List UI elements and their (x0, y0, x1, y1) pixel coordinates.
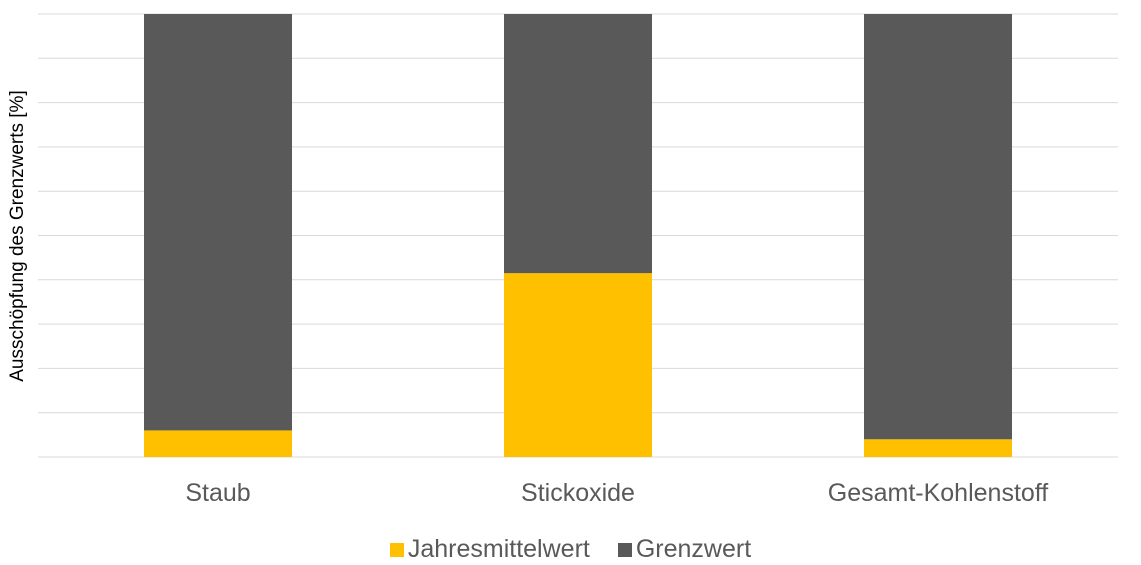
x-tick-labels: Staub Stickoxide Gesamt-Kohlenstoff (185, 479, 1048, 507)
bar-grenzwert-gesamt-kohlenstoff (864, 14, 1012, 440)
y-axis-label: Ausschöpfung des Grenzwerts [%] (7, 90, 28, 382)
x-tick-label: Stickoxide (521, 479, 635, 507)
bar-jahresmittelwert-stickoxide (504, 273, 652, 457)
legend-item-grenzwert: Grenzwert (617, 535, 752, 564)
legend-item-jahresmittelwert: Jahresmittelwert (389, 535, 590, 564)
legend: Jahresmittelwert Grenzwert (0, 535, 1141, 564)
legend-label-grenzwert: Grenzwert (635, 535, 752, 563)
bar-jahresmittelwert-staub (144, 430, 292, 457)
x-tick-label: Staub (185, 479, 250, 507)
x-tick-label: Gesamt-Kohlenstoff (828, 479, 1049, 507)
bar-grenzwert-staub (144, 14, 292, 431)
legend-label-jahresmittelwert: Jahresmittelwert (407, 535, 590, 563)
bar-grenzwert-stickoxide (504, 14, 652, 274)
legend-swatch-grenzwert (617, 542, 632, 557)
legend-swatch-jahresmittelwert (389, 542, 404, 557)
bars (144, 14, 1012, 457)
bar-jahresmittelwert-gesamt-kohlenstoff (864, 439, 1012, 457)
